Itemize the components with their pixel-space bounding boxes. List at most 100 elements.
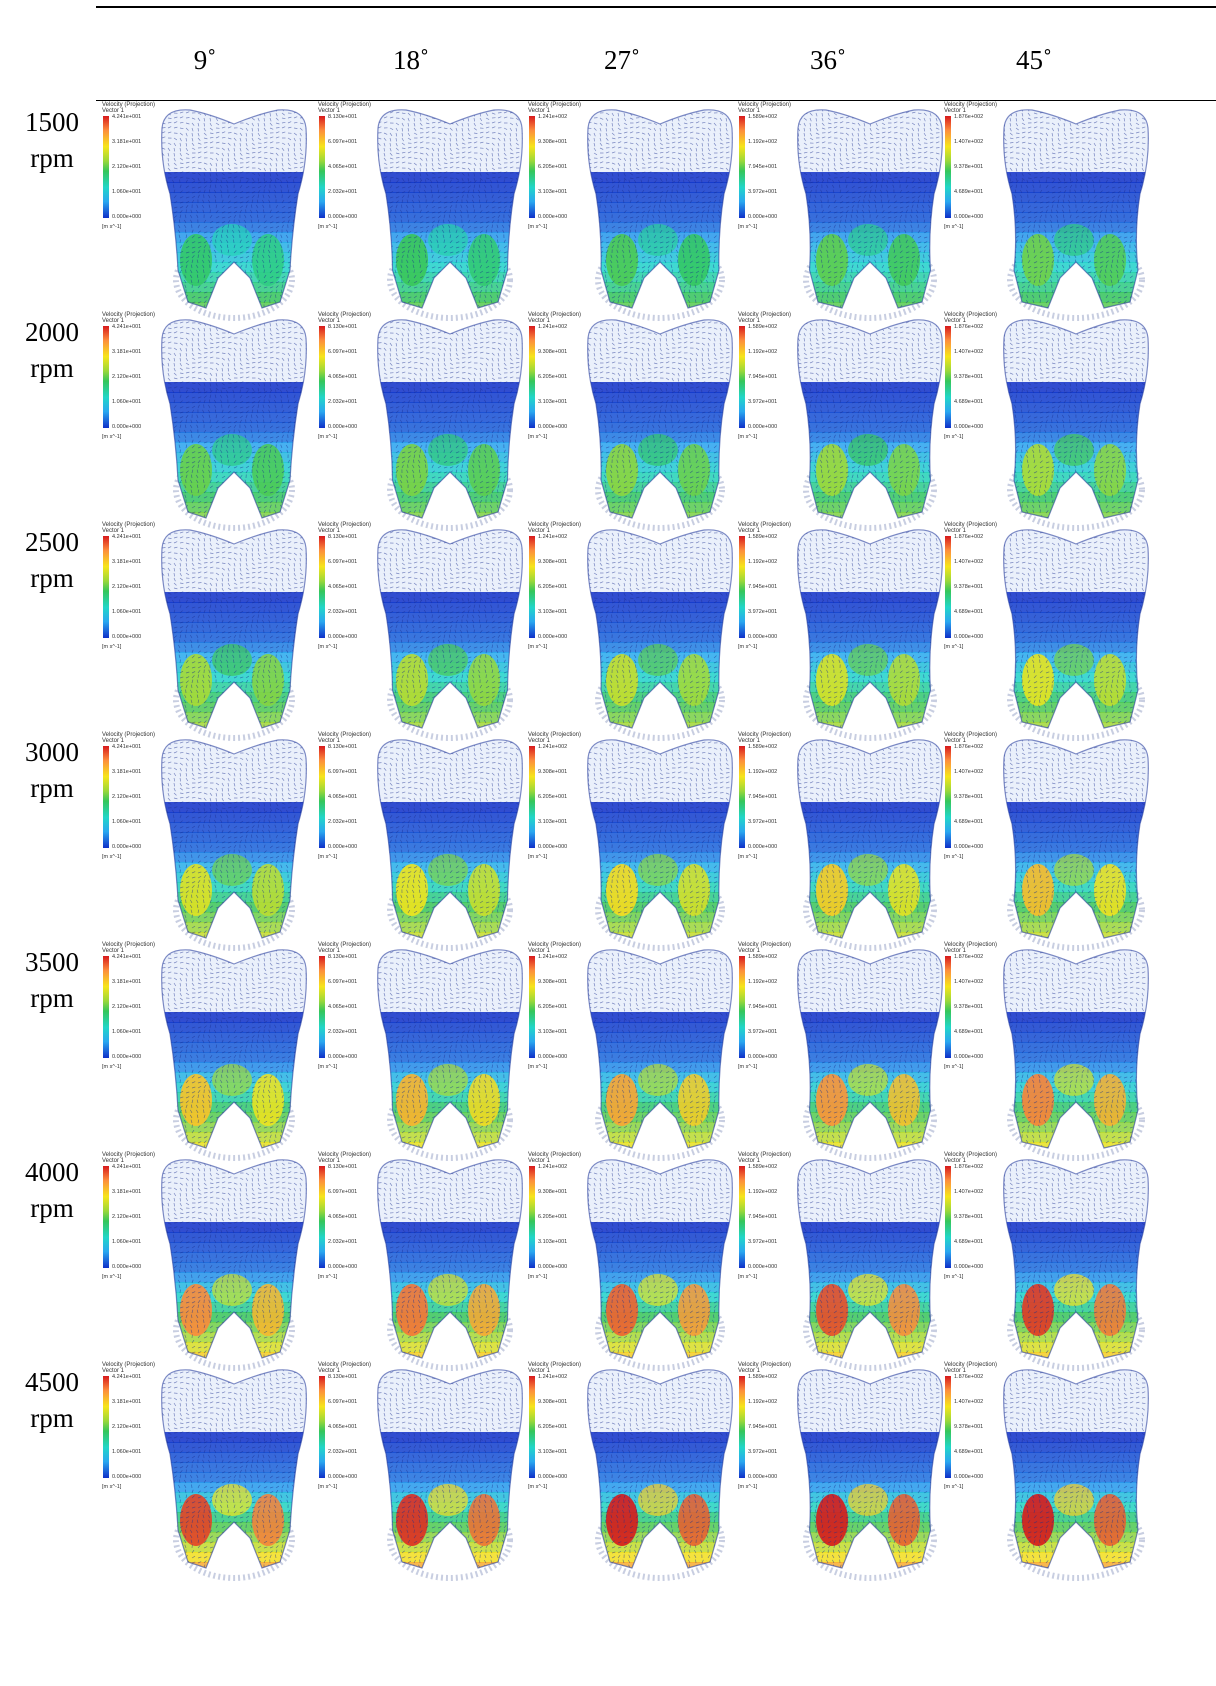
legend-colorbar bbox=[529, 536, 535, 638]
legend-tick-label: 3.103e+001 bbox=[538, 1239, 568, 1245]
legend-colorbar bbox=[529, 326, 535, 428]
legend-colorbar bbox=[739, 1376, 745, 1478]
legend-subtitle: Vector 1 bbox=[528, 528, 551, 534]
velocity-vector-field bbox=[1003, 319, 1149, 531]
legend-colorbar bbox=[529, 956, 535, 1058]
legend-tick-label: 3.181e+001 bbox=[112, 979, 142, 985]
legend-unit: [m s^-1] bbox=[528, 434, 548, 440]
legend-colorbar bbox=[739, 536, 745, 638]
legend-tick-label: 7.945e+001 bbox=[748, 1424, 778, 1430]
legend-tick-label: 7.945e+001 bbox=[748, 584, 778, 590]
legend-tick-label: 4.065e+001 bbox=[328, 1424, 358, 1430]
row-header-speed: 3000 bbox=[25, 737, 79, 767]
legend-subtitle: Vector 1 bbox=[528, 318, 551, 324]
legend-tick-label: 1.876e+002 bbox=[954, 1374, 984, 1380]
legend-tick-label: 3.181e+001 bbox=[112, 139, 142, 145]
legend-subtitle: Vector 1 bbox=[738, 528, 761, 534]
legend-tick-label: 1.241e+002 bbox=[538, 954, 568, 960]
legend-unit: [m s^-1] bbox=[944, 434, 964, 440]
velocity-plot-cell: Velocity (Projection) Vector 1 1.241e+002 9… bbox=[528, 522, 742, 744]
legend-tick-label: 9.378e+001 bbox=[954, 164, 984, 170]
velocity-plot-cell: Velocity (Projection) Vector 1 1.876e+002 1… bbox=[944, 1152, 1158, 1374]
legend-subtitle: Vector 1 bbox=[944, 528, 967, 534]
velocity-vector-field bbox=[797, 739, 943, 951]
legend-tick-label: 1.589e+002 bbox=[748, 1374, 778, 1380]
color-legend: Velocity (Projection) Vector 1 8.130e+001 6… bbox=[318, 522, 382, 658]
legend-tick-label: 0.000e+000 bbox=[328, 1474, 358, 1480]
legend-title: Velocity (Projection) bbox=[102, 522, 156, 528]
color-legend: Velocity (Projection) Vector 1 8.130e+001 6… bbox=[318, 1152, 382, 1288]
legend-tick-label: 4.065e+001 bbox=[328, 584, 358, 590]
velocity-plot-cell: Velocity (Projection) Vector 1 1.589e+002 1… bbox=[738, 1362, 952, 1584]
velocity-plot-cell: Velocity (Projection) Vector 1 1.241e+002 9… bbox=[528, 312, 742, 534]
velocity-vector-field bbox=[1003, 949, 1149, 1161]
legend-tick-label: 4.065e+001 bbox=[328, 164, 358, 170]
legend-tick-label: 2.032e+001 bbox=[328, 1029, 358, 1035]
color-legend: Velocity (Projection) Vector 1 1.589e+002 1… bbox=[738, 522, 802, 658]
velocity-vector-field bbox=[161, 1159, 307, 1371]
legend-subtitle: Vector 1 bbox=[528, 108, 551, 114]
legend-tick-label: 3.181e+001 bbox=[112, 559, 142, 565]
legend-tick-label: 9.308e+001 bbox=[538, 559, 568, 565]
color-legend: Velocity (Projection) Vector 1 1.241e+002 9… bbox=[528, 102, 592, 238]
legend-colorbar bbox=[319, 746, 325, 848]
velocity-vector-field bbox=[587, 1159, 733, 1371]
legend-tick-label: 6.205e+001 bbox=[538, 374, 568, 380]
legend-subtitle: Vector 1 bbox=[738, 948, 761, 954]
legend-tick-label: 4.689e+001 bbox=[954, 189, 984, 195]
row-header-speed: 4500 bbox=[25, 1367, 79, 1397]
velocity-plot-cell: Velocity (Projection) Vector 1 1.241e+002 9… bbox=[528, 1362, 742, 1584]
color-legend: Velocity (Projection) Vector 1 4.241e+001 3… bbox=[102, 1362, 166, 1498]
legend-tick-label: 1.407e+002 bbox=[954, 1189, 984, 1195]
legend-unit: [m s^-1] bbox=[528, 644, 548, 650]
legend-colorbar bbox=[739, 326, 745, 428]
velocity-plot-cell: Velocity (Projection) Vector 1 8.130e+001 6… bbox=[318, 1362, 532, 1584]
color-legend: Velocity (Projection) Vector 1 1.589e+002 1… bbox=[738, 732, 802, 868]
legend-tick-label: 0.000e+000 bbox=[328, 1264, 358, 1270]
legend-tick-label: 4.241e+001 bbox=[112, 324, 142, 330]
legend-subtitle: Vector 1 bbox=[944, 738, 967, 744]
legend-tick-label: 3.103e+001 bbox=[538, 609, 568, 615]
column-header: 9˚ bbox=[193, 45, 217, 75]
legend-subtitle: Vector 1 bbox=[102, 1158, 125, 1164]
legend-tick-label: 9.378e+001 bbox=[954, 1214, 984, 1220]
velocity-plot-cell: Velocity (Projection) Vector 1 1.876e+002 1… bbox=[944, 732, 1158, 954]
legend-tick-label: 9.378e+001 bbox=[954, 1424, 984, 1430]
color-legend: Velocity (Projection) Vector 1 1.876e+002 1… bbox=[944, 942, 1008, 1078]
legend-colorbar bbox=[319, 326, 325, 428]
color-legend: Velocity (Projection) Vector 1 4.241e+001 3… bbox=[102, 102, 166, 238]
legend-tick-label: 4.241e+001 bbox=[112, 1374, 142, 1380]
legend-title: Velocity (Projection) bbox=[318, 102, 372, 108]
velocity-plot-cell: Velocity (Projection) Vector 1 1.241e+002 9… bbox=[528, 1152, 742, 1374]
legend-tick-label: 3.103e+001 bbox=[538, 819, 568, 825]
legend-tick-label: 4.689e+001 bbox=[954, 1029, 984, 1035]
legend-tick-label: 4.241e+001 bbox=[112, 114, 142, 120]
legend-tick-label: 6.097e+001 bbox=[328, 1189, 358, 1195]
legend-tick-label: 0.000e+000 bbox=[748, 1264, 778, 1270]
legend-tick-label: 4.241e+001 bbox=[112, 954, 142, 960]
legend-unit: [m s^-1] bbox=[944, 644, 964, 650]
legend-tick-label: 0.000e+000 bbox=[538, 1264, 568, 1270]
row-header-unit: rpm bbox=[30, 1403, 74, 1433]
legend-tick-label: 4.241e+001 bbox=[112, 1164, 142, 1170]
legend-title: Velocity (Projection) bbox=[738, 942, 792, 948]
velocity-plot-cell: Velocity (Projection) Vector 1 8.130e+001 6… bbox=[318, 522, 532, 744]
legend-colorbar bbox=[319, 1376, 325, 1478]
legend-title: Velocity (Projection) bbox=[944, 102, 998, 108]
velocity-plot-cell: Velocity (Projection) Vector 1 8.130e+001 6… bbox=[318, 1152, 532, 1374]
legend-tick-label: 0.000e+000 bbox=[328, 844, 358, 850]
legend-colorbar bbox=[945, 326, 951, 428]
velocity-plot-cell: Velocity (Projection) Vector 1 4.241e+001 3… bbox=[102, 522, 316, 744]
legend-subtitle: Vector 1 bbox=[102, 948, 125, 954]
legend-tick-label: 6.097e+001 bbox=[328, 979, 358, 985]
legend-unit: [m s^-1] bbox=[318, 854, 338, 860]
velocity-vector-field bbox=[797, 109, 943, 321]
row-header-unit: rpm bbox=[30, 983, 74, 1013]
color-legend: Velocity (Projection) Vector 1 1.241e+002 9… bbox=[528, 312, 592, 448]
legend-unit: [m s^-1] bbox=[318, 224, 338, 230]
legend-title: Velocity (Projection) bbox=[528, 102, 582, 108]
legend-subtitle: Vector 1 bbox=[318, 318, 341, 324]
column-header: 27˚ bbox=[604, 45, 640, 75]
legend-subtitle: Vector 1 bbox=[528, 738, 551, 744]
